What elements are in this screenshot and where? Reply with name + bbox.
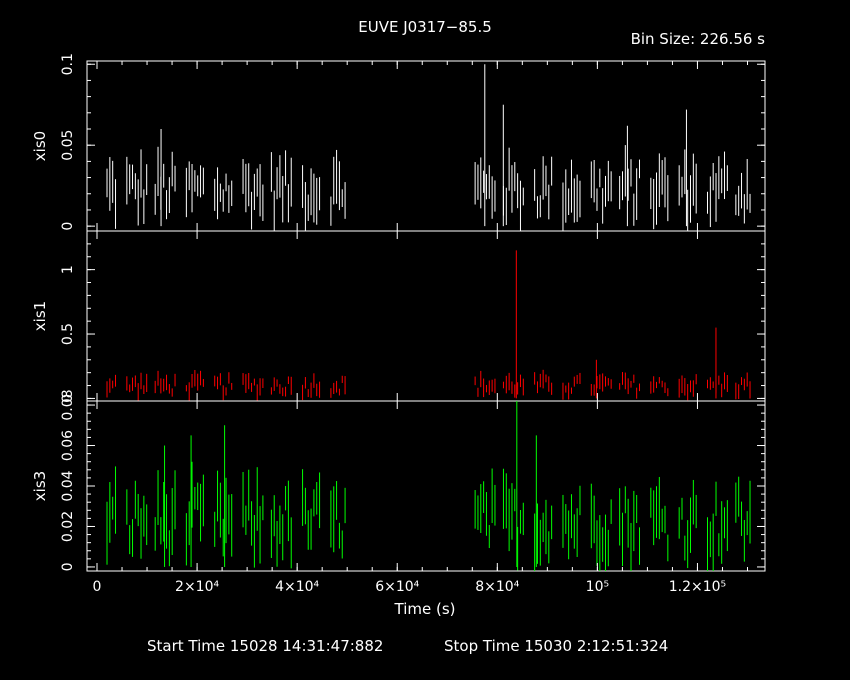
x-axis: 0 2×10⁴ 4×10⁴ 6×10⁴ 8×10⁴ 10⁵ 1.2×10⁵ bbox=[93, 61, 748, 595]
panel-xis3: 0 0.02 0.04 0.06 0.08 xis3 bbox=[31, 389, 766, 572]
y-axis-label-xis1: xis1 bbox=[31, 301, 49, 331]
bin-size-label: Bin Size: 226.56 s bbox=[631, 30, 766, 48]
y-tick-label-xis0: 0 bbox=[60, 222, 76, 231]
panel-xis1: 0 0.5 1 xis1 bbox=[31, 230, 766, 403]
stop-time-label: Stop Time 15030 2:12:51:324 bbox=[444, 637, 668, 655]
panel-frame-xis3 bbox=[86, 400, 766, 572]
y-tick-label-xis3: 0.08 bbox=[60, 389, 76, 420]
x-tick-label: 2×10⁴ bbox=[175, 579, 219, 595]
x-tick-label: 4×10⁴ bbox=[275, 579, 319, 595]
y-axis-label-xis3: xis3 bbox=[31, 471, 49, 501]
y-axis-label-xis0: xis0 bbox=[31, 131, 49, 161]
y-tick-label-xis3: 0 bbox=[60, 562, 76, 571]
panels-group: 0 0.05 0.1 xis0 0 0.5 1 xis1 0 0.02 0.04 0.06 0.08 xi… bbox=[31, 53, 766, 572]
panel-frame-xis1 bbox=[86, 230, 766, 402]
y-tick-label-xis0: 0.1 bbox=[60, 53, 76, 75]
x-tick-label: 6×10⁴ bbox=[375, 579, 419, 595]
y-tick-label-xis1: 0 bbox=[60, 394, 76, 403]
x-axis-label: Time (s) bbox=[394, 600, 456, 618]
start-time-label: Start Time 15028 14:31:47:882 bbox=[147, 637, 383, 655]
y-tick-label-xis1: 1 bbox=[60, 265, 76, 274]
y-tick-label-xis3: 0.06 bbox=[60, 430, 76, 461]
x-tick-label: 1.2×10⁵ bbox=[669, 579, 726, 595]
series-xis3 bbox=[106, 401, 751, 571]
panel-xis0: 0 0.05 0.1 xis0 bbox=[31, 53, 766, 232]
y-tick-label-xis1: 0.5 bbox=[60, 323, 76, 345]
chart-title: EUVE J0317−85.5 bbox=[358, 18, 492, 36]
series-xis1 bbox=[106, 250, 751, 401]
series-xis0 bbox=[106, 64, 751, 231]
y-tick-label-xis0: 0.05 bbox=[60, 130, 76, 161]
x-tick-label: 8×10⁴ bbox=[475, 579, 519, 595]
y-tick-label-xis3: 0.02 bbox=[60, 511, 76, 542]
y-tick-label-xis3: 0.04 bbox=[60, 470, 76, 501]
panel-frame-xis0 bbox=[86, 60, 766, 232]
x-tick-label: 0 bbox=[93, 579, 102, 595]
x-tick-label: 10⁵ bbox=[586, 579, 609, 595]
